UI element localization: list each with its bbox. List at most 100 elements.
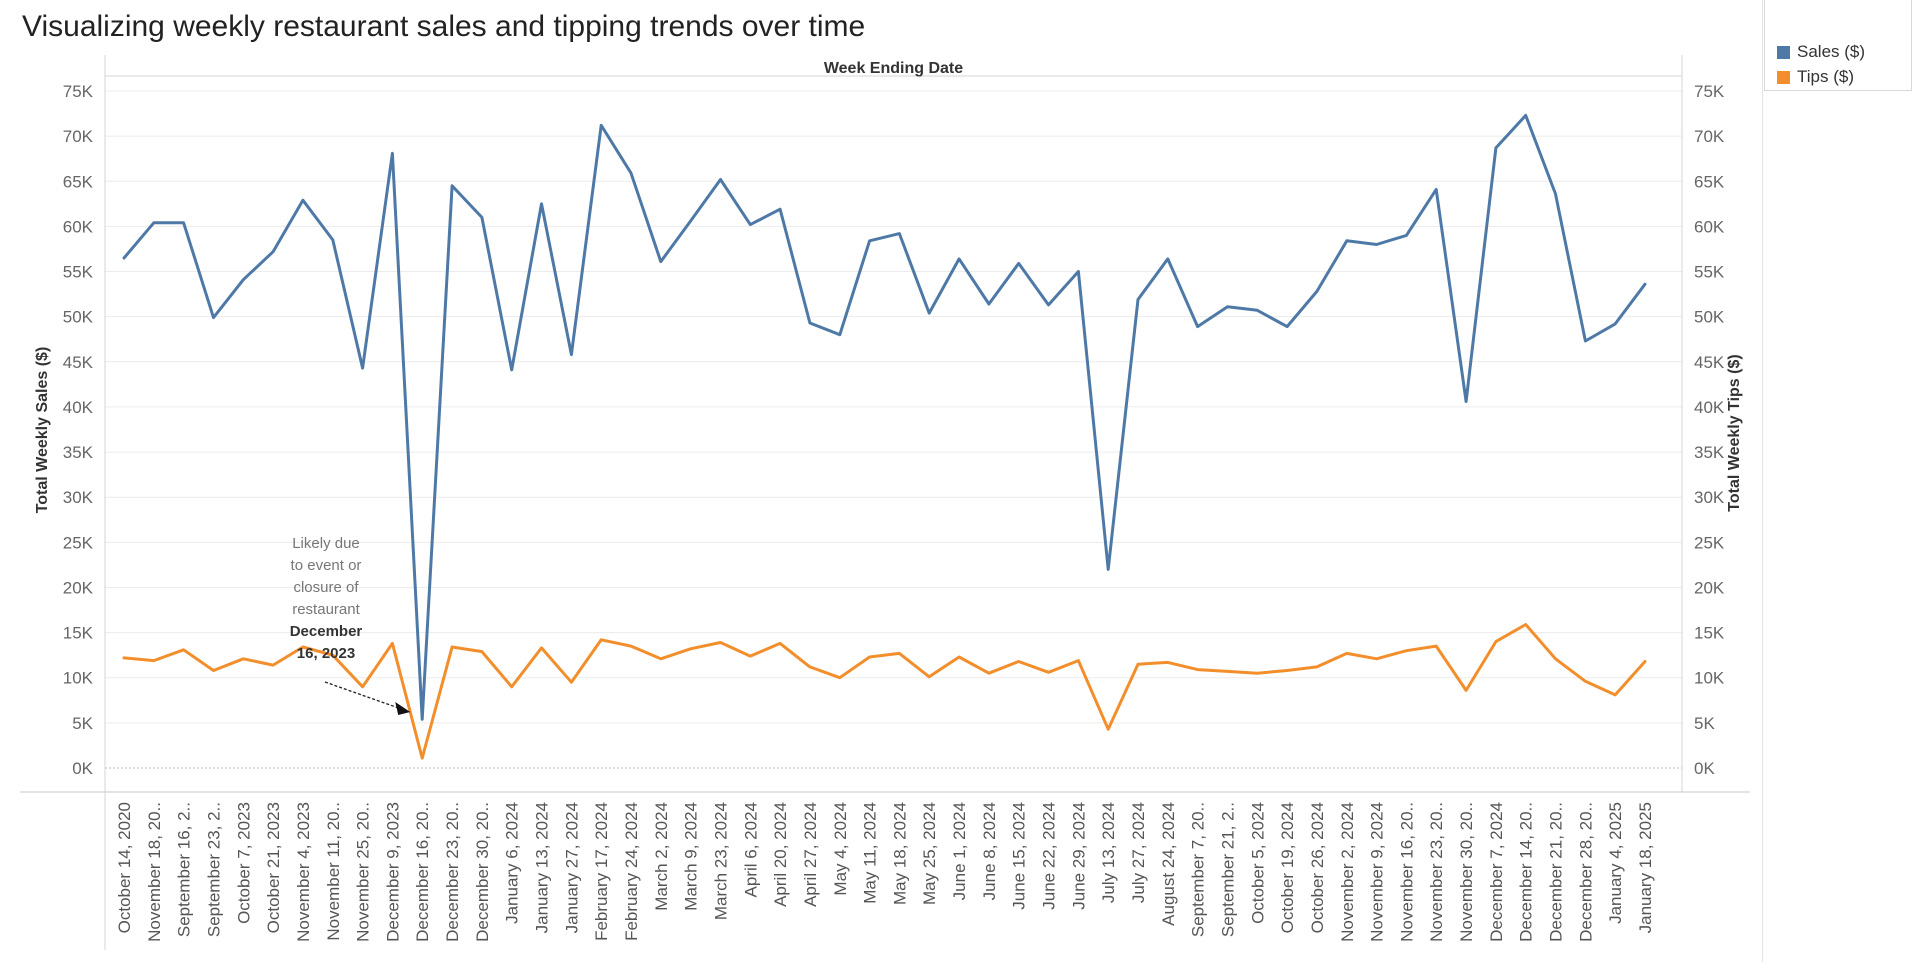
data-point-tips	[241, 657, 245, 661]
x-tick-label: March 2, 2024	[652, 802, 671, 911]
data-point-tips	[1136, 662, 1140, 666]
legend-swatch-sales	[1777, 45, 1790, 59]
data-point-sales	[361, 366, 365, 370]
x-tick-label: April 20, 2024	[771, 802, 790, 907]
y-tick-label-right: 10K	[1694, 669, 1725, 688]
data-point-sales	[420, 717, 424, 721]
y-tick-label-right: 15K	[1694, 624, 1725, 643]
y-tick-label-right: 70K	[1694, 127, 1725, 146]
data-point-sales	[1643, 282, 1647, 286]
annotation-date-line: December	[290, 623, 363, 640]
y-tick-label-right: 75K	[1694, 82, 1725, 101]
data-point-sales	[1524, 113, 1528, 117]
x-tick-label: November 11, 20..	[324, 802, 343, 941]
x-tick-label: May 11, 2024	[861, 802, 880, 904]
legend-swatch-tips	[1777, 70, 1790, 84]
data-point-tips	[748, 654, 752, 658]
data-point-tips	[927, 675, 931, 679]
data-point-tips	[599, 638, 603, 642]
data-point-sales	[868, 239, 872, 243]
data-point-sales	[897, 232, 901, 236]
data-point-tips	[1047, 670, 1051, 674]
data-point-sales	[629, 171, 633, 175]
x-tick-label: November 4, 2023	[294, 802, 313, 942]
y-tick-label-left: 10K	[63, 669, 94, 688]
axes-layer: 0K 0K 5K 5K 10K 10K 15K 15K 20K 20K 25K 25K 30K 30K 35…	[20, 55, 1750, 950]
x-tick-label: October 26, 2024	[1308, 802, 1327, 933]
y-tick-label-left: 30K	[63, 488, 94, 507]
data-point-tips	[987, 671, 991, 675]
x-tick-label: September 21, 2..	[1218, 802, 1237, 937]
data-point-sales	[659, 260, 663, 264]
x-tick-label: April 6, 2024	[741, 802, 760, 897]
x-tick-label: December 7, 2024	[1487, 802, 1506, 942]
x-tick-label: June 1, 2024	[950, 802, 969, 900]
data-point-sales	[1494, 146, 1498, 150]
data-point-sales	[1345, 239, 1349, 243]
x-tick-label: September 16, 2..	[175, 802, 194, 937]
y-axis-title-right: Total Weekly Tips ($)	[1726, 354, 1743, 511]
data-point-sales	[718, 177, 722, 181]
data-point-tips	[1017, 659, 1021, 663]
x-tick-label: February 17, 2024	[592, 802, 611, 941]
grid-layer	[105, 90, 1682, 769]
x-tick-label: May 4, 2024	[831, 802, 850, 896]
x-tick-label: September 7, 20..	[1189, 802, 1208, 937]
data-point-sales	[122, 256, 126, 260]
data-point-sales	[987, 302, 991, 306]
data-point-tips	[808, 665, 812, 669]
data-point-sales	[1404, 233, 1408, 237]
y-tick-label-left: 70K	[63, 127, 94, 146]
data-point-tips	[1375, 657, 1379, 661]
data-point-tips	[1166, 660, 1170, 664]
x-tick-label: October 19, 2024	[1278, 802, 1297, 933]
data-point-tips	[838, 676, 842, 680]
data-point-tips	[1196, 668, 1200, 672]
x-axis-title: Week Ending Date	[824, 60, 963, 77]
data-point-tips	[897, 651, 901, 655]
x-tick-label: June 15, 2024	[1010, 802, 1029, 910]
data-point-sales	[182, 221, 186, 225]
legend-item-sales[interactable]: Sales ($)	[1777, 42, 1865, 62]
data-point-tips	[689, 647, 693, 651]
y-tick-label-right: 65K	[1694, 172, 1725, 191]
x-tick-label: January 6, 2024	[503, 802, 522, 924]
y-tick-label-left: 45K	[63, 353, 94, 372]
x-tick-label: December 14, 20..	[1517, 802, 1536, 942]
data-point-sales	[1583, 339, 1587, 343]
data-point-sales	[569, 353, 573, 357]
y-tick-label-right: 0K	[1694, 759, 1715, 778]
data-point-tips	[1613, 693, 1617, 697]
y-tick-label-right: 40K	[1694, 398, 1725, 417]
data-point-sales	[1315, 289, 1319, 293]
x-tick-label: June 29, 2024	[1069, 802, 1088, 910]
series-layer	[122, 113, 1647, 760]
data-point-tips	[1583, 679, 1587, 683]
data-point-tips	[540, 646, 544, 650]
data-point-tips	[211, 669, 215, 673]
data-point-tips	[510, 685, 514, 689]
data-point-tips	[1434, 644, 1438, 648]
legend-item-tips[interactable]: Tips ($)	[1777, 67, 1854, 87]
y-tick-label-left: 35K	[63, 443, 94, 462]
data-point-sales	[450, 184, 454, 188]
y-tick-label-right: 50K	[1694, 308, 1725, 327]
data-point-sales	[390, 151, 394, 155]
x-tick-label: November 25, 20..	[354, 802, 373, 942]
data-point-tips	[1404, 649, 1408, 653]
x-tick-label: September 23, 2..	[204, 802, 223, 937]
data-point-tips	[957, 655, 961, 659]
data-point-tips	[1315, 665, 1319, 669]
data-point-sales	[1285, 325, 1289, 329]
y-tick-label-left: 0K	[72, 759, 93, 778]
x-tick-label: December 16, 20..	[413, 802, 432, 942]
x-tick-label: June 8, 2024	[980, 802, 999, 900]
x-tick-label: March 9, 2024	[682, 802, 701, 911]
data-point-tips	[361, 685, 365, 689]
x-tick-label: November 16, 20..	[1397, 802, 1416, 942]
panel-divider	[1762, 0, 1763, 962]
data-point-sales	[1613, 322, 1617, 326]
x-tick-label: October 5, 2024	[1248, 802, 1267, 924]
legend: Sales ($) Tips ($)	[1764, 0, 1912, 91]
data-point-tips	[1285, 669, 1289, 673]
